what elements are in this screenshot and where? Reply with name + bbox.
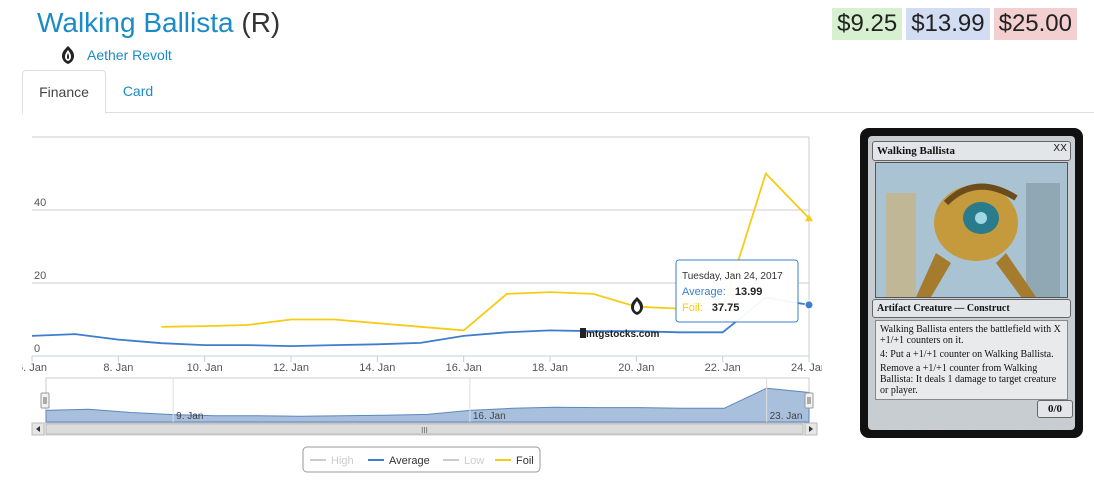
legend-label: Low	[464, 455, 484, 467]
tooltip-average-label: Average:	[682, 286, 726, 298]
y-tick-label: 20	[34, 270, 46, 282]
tab-card[interactable]: Card	[122, 83, 154, 99]
card-image-title: Walking Ballista	[872, 141, 1071, 161]
x-tick-label: 8. Jan	[103, 362, 133, 374]
tab-finance[interactable]: Finance	[22, 70, 106, 114]
chart-scrollbar[interactable]: III	[31, 422, 818, 436]
chevron-left-icon	[36, 426, 40, 432]
watermark-text: mtgstocks.com	[586, 329, 659, 340]
tooltip-foil-value: 37.75	[712, 302, 740, 314]
legend-item-high[interactable]: High	[310, 455, 354, 467]
average-price-badge: $13.99	[906, 8, 990, 40]
scrollbar-grip: III	[421, 426, 428, 435]
x-tick-label: 22. Jan	[705, 362, 741, 374]
chevron-right-icon	[809, 426, 813, 432]
card-rules-text: Walking Ballista enters the battlefield …	[875, 320, 1068, 400]
high-price-badge: $25.00	[993, 8, 1077, 40]
mana-cost-icon: XX	[1053, 143, 1067, 154]
legend-label: Foil	[516, 455, 534, 467]
chart-legend: High Average Low Foil	[302, 446, 541, 473]
set-name-link[interactable]: Aether Revolt	[87, 47, 172, 63]
navigator-tick-label: 23. Jan	[770, 411, 803, 422]
legend-item-foil[interactable]: Foil	[495, 455, 534, 467]
x-tick-label: 6. Jan	[22, 362, 47, 374]
rarity-label: (R)	[241, 7, 281, 38]
card-art	[875, 162, 1068, 298]
rules-line: 4: Put a +1/+1 counter on Walking Ballis…	[880, 349, 1054, 360]
aether-revolt-set-icon	[62, 46, 74, 64]
x-axis: 6. Jan 8. Jan 10. Jan 12. Jan 14. Jan 16. Jan…	[22, 355, 822, 374]
chart-tooltip: Tuesday, Jan 24, 2017 Average: 13.99 Foi…	[675, 259, 799, 323]
card-art-illustration	[876, 163, 1067, 297]
tooltip-average-value: 13.99	[735, 286, 763, 298]
tooltip-foil-row: Foil: 37.75	[682, 302, 739, 314]
aether-revolt-set-icon	[631, 297, 643, 315]
tooltip-foil-label: Foil:	[682, 302, 703, 314]
legend-label: Average	[389, 455, 430, 467]
average-point-marker	[804, 300, 814, 310]
foil-point-marker	[805, 214, 813, 222]
x-tick-label: 20. Jan	[618, 362, 654, 374]
tab-bar: Finance Card	[22, 70, 1094, 114]
mtgstocks-watermark: mtgstocks.com	[580, 328, 659, 340]
card-name-link[interactable]: Walking Ballista	[37, 7, 234, 38]
legend-item-average[interactable]: Average	[368, 455, 430, 467]
card-image: Walking Ballista XX Artifact Creature — …	[860, 128, 1083, 438]
navigator-series-area	[45, 387, 810, 423]
legend-item-low[interactable]: Low	[443, 455, 484, 467]
legend-label: High	[331, 455, 354, 467]
tooltip-average-row: Average: 13.99	[682, 286, 762, 298]
y-tick-label: 40	[34, 197, 46, 209]
price-badges: $9.25 $13.99 $25.00	[832, 8, 1077, 40]
navigator-left-handle[interactable]	[40, 392, 50, 409]
y-tick-label: 0	[34, 343, 40, 355]
series-line-average	[31, 296, 810, 348]
tooltip-date: Tuesday, Jan 24, 2017	[682, 271, 783, 282]
price-history-chart[interactable]: 6. Jan 8. Jan 10. Jan 12. Jan 14. Jan 16. Jan…	[22, 125, 822, 480]
chart-navigator[interactable]: 9. Jan 16. Jan 23. Jan	[40, 377, 814, 423]
x-tick-label: 16. Jan	[446, 362, 482, 374]
scrollbar-thumb[interactable]	[45, 423, 804, 435]
card-type-line: Artifact Creature — Construct	[872, 299, 1071, 318]
low-price-badge: $9.25	[832, 8, 903, 40]
power-toughness: 0/0	[1037, 400, 1073, 418]
navigator-tick-label: 9. Jan	[176, 411, 203, 422]
x-tick-label: 10. Jan	[187, 362, 223, 374]
set-row: Aether Revolt	[57, 44, 172, 66]
rules-line: Walking Ballista enters the battlefield …	[880, 324, 1061, 346]
legend-box	[302, 446, 541, 473]
rules-line: Remove a +1/+1 counter from Walking Ball…	[880, 363, 1057, 396]
chart-grid	[32, 136, 810, 357]
x-tick-label: 24. Jan	[791, 362, 822, 374]
card-footer: 181/184 R · AER · EN · Daniel Ljunggren …	[874, 421, 1064, 427]
x-tick-label: 18. Jan	[532, 362, 568, 374]
y-axis: 0 20 40	[34, 197, 46, 355]
navigator-right-handle[interactable]	[804, 392, 814, 409]
x-tick-label: 12. Jan	[273, 362, 309, 374]
navigator-tick-label: 16. Jan	[473, 411, 506, 422]
card-title: Walking Ballista (R)	[37, 6, 280, 40]
x-tick-label: 14. Jan	[359, 362, 395, 374]
